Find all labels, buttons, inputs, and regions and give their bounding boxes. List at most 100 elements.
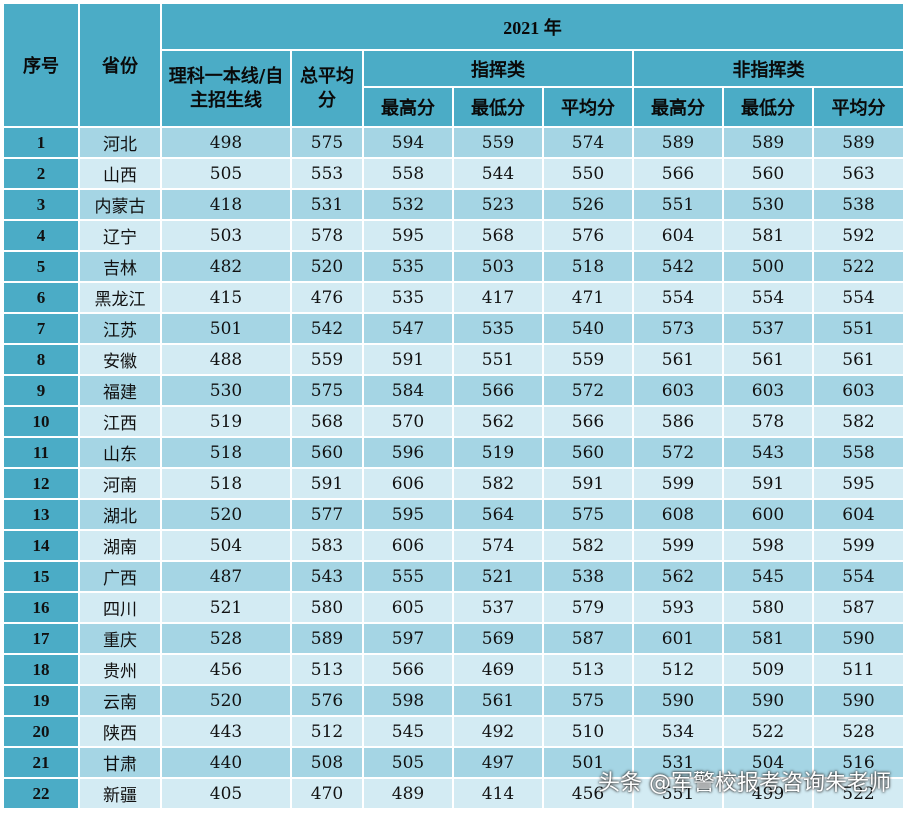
cell-command-min: 417 (454, 283, 542, 312)
cell-total-avg: 589 (292, 624, 362, 653)
cell-command-min: 469 (454, 655, 542, 684)
table-row: 11 山东 518 560 596 519 560 572 543 558 (4, 438, 903, 467)
cell-index: 7 (4, 314, 78, 343)
cell-cutoff: 519 (162, 407, 290, 436)
cell-noncommand-min: 504 (724, 748, 812, 777)
cell-command-avg: 550 (544, 159, 632, 188)
cell-command-min: 519 (454, 438, 542, 467)
cell-command-avg: 526 (544, 190, 632, 219)
cell-noncommand-avg: 595 (814, 469, 903, 498)
cell-command-min: 544 (454, 159, 542, 188)
cell-command-min: 564 (454, 500, 542, 529)
cell-total-avg: 559 (292, 345, 362, 374)
cell-province: 河北 (80, 128, 160, 157)
cell-cutoff: 456 (162, 655, 290, 684)
cell-province: 陕西 (80, 717, 160, 746)
cell-province: 重庆 (80, 624, 160, 653)
cell-noncommand-min: 545 (724, 562, 812, 591)
header-command-group: 指挥类 (364, 51, 632, 86)
cell-noncommand-avg: 522 (814, 779, 903, 808)
cell-noncommand-max: 512 (634, 655, 722, 684)
cell-index: 11 (4, 438, 78, 467)
cell-province: 新疆 (80, 779, 160, 808)
cell-noncommand-min: 600 (724, 500, 812, 529)
cell-total-avg: 512 (292, 717, 362, 746)
cell-noncommand-max: 551 (634, 779, 722, 808)
cell-noncommand-max: 590 (634, 686, 722, 715)
cell-cutoff: 518 (162, 438, 290, 467)
cell-command-min: 523 (454, 190, 542, 219)
table-header: 序号 省份 2021 年 理科一本线/自主招生线 总平均分 指挥类 非指挥类 最… (4, 4, 903, 126)
cell-cutoff: 530 (162, 376, 290, 405)
header-command-min: 最低分 (454, 88, 542, 126)
cell-command-min: 503 (454, 252, 542, 281)
cell-command-min: 561 (454, 686, 542, 715)
cell-province: 湖北 (80, 500, 160, 529)
cell-cutoff: 488 (162, 345, 290, 374)
cell-province: 甘肃 (80, 748, 160, 777)
cell-index: 22 (4, 779, 78, 808)
header-cutoff: 理科一本线/自主招生线 (162, 51, 290, 126)
cell-command-avg: 513 (544, 655, 632, 684)
cell-command-min: 582 (454, 469, 542, 498)
cell-command-min: 492 (454, 717, 542, 746)
cell-command-avg: 456 (544, 779, 632, 808)
table-row: 1 河北 498 575 594 559 574 589 589 589 (4, 128, 903, 157)
cell-total-avg: 583 (292, 531, 362, 560)
cell-index: 8 (4, 345, 78, 374)
header-province: 省份 (80, 4, 160, 126)
cell-cutoff: 415 (162, 283, 290, 312)
cell-command-avg: 518 (544, 252, 632, 281)
cell-noncommand-max: 554 (634, 283, 722, 312)
cell-command-max: 597 (364, 624, 452, 653)
cell-province: 河南 (80, 469, 160, 498)
cell-cutoff: 418 (162, 190, 290, 219)
cell-cutoff: 498 (162, 128, 290, 157)
cell-index: 1 (4, 128, 78, 157)
table-row: 7 江苏 501 542 547 535 540 573 537 551 (4, 314, 903, 343)
cell-noncommand-avg: 538 (814, 190, 903, 219)
cell-command-min: 562 (454, 407, 542, 436)
table-row: 6 黑龙江 415 476 535 417 471 554 554 554 (4, 283, 903, 312)
cell-noncommand-min: 543 (724, 438, 812, 467)
cell-noncommand-max: 608 (634, 500, 722, 529)
cell-noncommand-min: 580 (724, 593, 812, 622)
watermark-text: 头条 @军警校报考咨询朱老师 (598, 771, 891, 796)
cell-noncommand-min: 581 (724, 221, 812, 250)
cell-province: 湖南 (80, 531, 160, 560)
cell-noncommand-avg: 516 (814, 748, 903, 777)
cell-cutoff: 528 (162, 624, 290, 653)
cell-noncommand-max: 551 (634, 190, 722, 219)
table-row: 15 广西 487 543 555 521 538 562 545 554 (4, 562, 903, 591)
cell-cutoff: 487 (162, 562, 290, 591)
cell-index: 14 (4, 531, 78, 560)
cell-noncommand-max: 589 (634, 128, 722, 157)
cell-command-min: 521 (454, 562, 542, 591)
cell-noncommand-avg: 558 (814, 438, 903, 467)
cell-command-max: 566 (364, 655, 452, 684)
table-row: 21 甘肃 440 508 505 497 501 531 504 516 (4, 748, 903, 777)
cell-noncommand-avg: 554 (814, 283, 903, 312)
cell-command-max: 584 (364, 376, 452, 405)
cell-index: 5 (4, 252, 78, 281)
cell-command-avg: 572 (544, 376, 632, 405)
cell-index: 13 (4, 500, 78, 529)
cell-noncommand-max: 566 (634, 159, 722, 188)
cell-total-avg: 591 (292, 469, 362, 498)
table-row: 4 辽宁 503 578 595 568 576 604 581 592 (4, 221, 903, 250)
cell-index: 20 (4, 717, 78, 746)
cell-command-max: 505 (364, 748, 452, 777)
header-command-max: 最高分 (364, 88, 452, 126)
header-noncommand-min: 最低分 (724, 88, 812, 126)
table-row: 13 湖北 520 577 595 564 575 608 600 604 (4, 500, 903, 529)
cell-cutoff: 518 (162, 469, 290, 498)
table-row: 17 重庆 528 589 597 569 587 601 581 590 (4, 624, 903, 653)
cell-noncommand-max: 531 (634, 748, 722, 777)
cell-cutoff: 440 (162, 748, 290, 777)
cell-province: 贵州 (80, 655, 160, 684)
cell-total-avg: 560 (292, 438, 362, 467)
cell-province: 四川 (80, 593, 160, 622)
cell-command-max: 555 (364, 562, 452, 591)
cell-noncommand-min: 560 (724, 159, 812, 188)
cell-noncommand-max: 561 (634, 345, 722, 374)
